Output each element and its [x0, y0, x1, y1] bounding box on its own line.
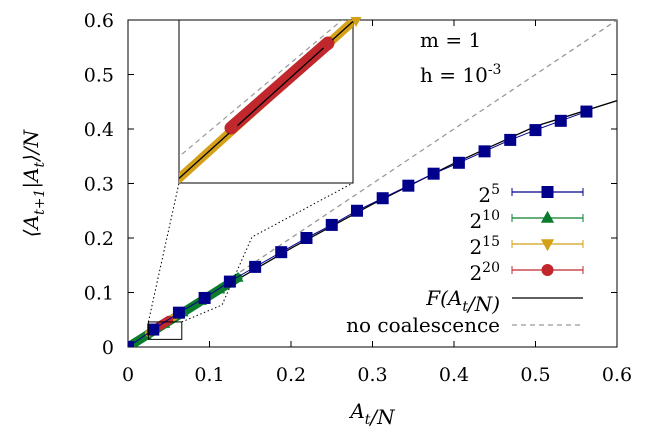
legend-marker — [541, 264, 554, 276]
legend-entry: 215 — [469, 234, 584, 259]
series-2-5-point — [172, 306, 185, 319]
inset-2-15-marker — [350, 17, 362, 27]
legend-entry: 25 — [478, 182, 584, 207]
y-tick-label: 0.4 — [84, 119, 114, 141]
legend-entry: 220 — [469, 260, 584, 285]
series-2-5-point — [147, 323, 160, 336]
x-tick-label: 0 — [122, 364, 134, 386]
legend-marker — [540, 210, 555, 223]
legend-label: no coalescence — [346, 313, 500, 337]
series-2-5-point — [198, 291, 211, 304]
legend-label: F(At/N) — [425, 286, 500, 316]
annotation-m: m = 1 — [420, 28, 481, 52]
series-2-5-point — [478, 145, 491, 158]
series-2-5-point — [128, 341, 134, 347]
y-axis-title: ⟨At+1|At⟩/N — [19, 128, 48, 237]
inset-2-20-marker — [226, 122, 238, 134]
series-2-5-point — [325, 218, 338, 231]
y-tick-label: 0.6 — [84, 10, 114, 32]
legend-entry: 210 — [469, 208, 584, 233]
x-tick-label: 0.4 — [439, 364, 469, 386]
series-2-5-point — [580, 105, 593, 118]
legend-label: 220 — [469, 260, 500, 285]
legend-marker — [541, 186, 554, 198]
series-2-5-point — [452, 156, 465, 169]
x-tick-label: 0.5 — [520, 364, 550, 386]
legend-label: 25 — [478, 182, 500, 207]
series-2-5-point — [300, 232, 313, 244]
x-tick-label: 0.2 — [276, 364, 306, 386]
x-axis-title: At/N — [348, 399, 396, 429]
legend-label: 215 — [469, 234, 500, 259]
series-2-5-point — [249, 260, 262, 273]
y-tick-label: 0.5 — [84, 65, 114, 87]
series-2-5-point — [402, 179, 415, 192]
y-tick-label: 0.2 — [84, 228, 114, 250]
y-tick-label: 0.1 — [84, 283, 114, 305]
series-2-5-point — [504, 133, 517, 146]
series-2-5-point — [427, 167, 440, 180]
x-tick-label: 0.6 — [602, 364, 632, 386]
series-2-5-point — [223, 275, 236, 288]
series-no-coalescence-line — [128, 20, 617, 347]
zoom-connector-right — [181, 182, 354, 323]
zoom-connector-left — [147, 182, 180, 323]
legend-label: 210 — [469, 208, 500, 233]
series-2-5-point — [554, 114, 567, 127]
annotation-h: h = 10-3 — [420, 62, 501, 87]
inset-2-20-band — [224, 36, 335, 135]
plot-area — [128, 20, 617, 347]
zoom-box — [147, 321, 183, 340]
series-2-5-point — [376, 192, 389, 205]
y-tick-label: 0.3 — [84, 174, 114, 196]
x-tick-label: 0.1 — [194, 364, 224, 386]
x-tick-label: 0.3 — [357, 364, 387, 386]
series-2-5-point — [351, 204, 364, 217]
legend-marker — [540, 239, 555, 252]
y-axis-title-group: ⟨At+1|At⟩/N — [19, 128, 48, 237]
series-2-5-point — [275, 246, 288, 259]
series-2-5-point — [529, 124, 542, 137]
legend-entry: no coalescence — [346, 313, 583, 337]
inset-2-20-marker-end — [322, 38, 334, 50]
inset-no-coalescence-line — [179, 20, 344, 158]
legend-entry: F(At/N) — [425, 286, 583, 316]
y-tick-label: 0 — [102, 337, 114, 359]
